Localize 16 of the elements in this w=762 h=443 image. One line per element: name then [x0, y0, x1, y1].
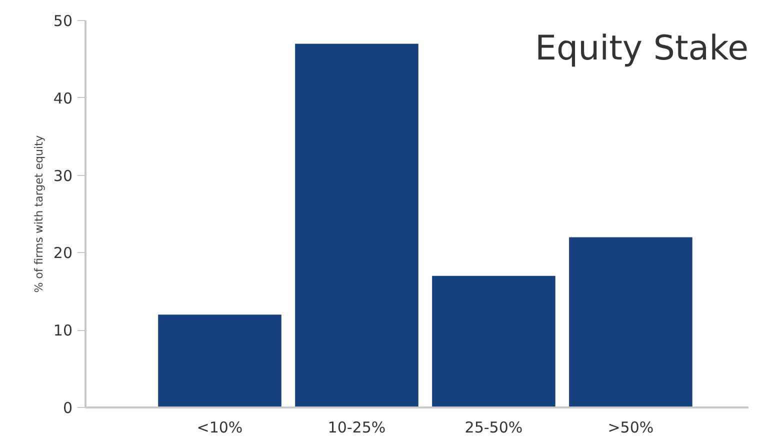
y-tick-label: 10 — [53, 322, 73, 340]
x-tick-label: 10-25% — [328, 418, 386, 436]
y-tick-label: 20 — [53, 244, 73, 262]
bar — [295, 44, 418, 408]
y-tick-label: 0 — [62, 399, 73, 417]
y-tick-label: 50 — [53, 12, 73, 30]
x-tick-label: >50% — [608, 418, 654, 436]
x-tick-label: <10% — [196, 418, 243, 436]
bar — [569, 237, 692, 408]
bar — [158, 314, 282, 408]
x-tick-label: 25-50% — [464, 418, 523, 436]
y-tick-label: 40 — [53, 89, 73, 108]
bar — [432, 276, 556, 408]
y-tick-label: 30 — [53, 166, 73, 185]
y-axis-title: % of firms with target equity — [32, 134, 46, 293]
chart-title: Equity Stake — [535, 28, 749, 68]
